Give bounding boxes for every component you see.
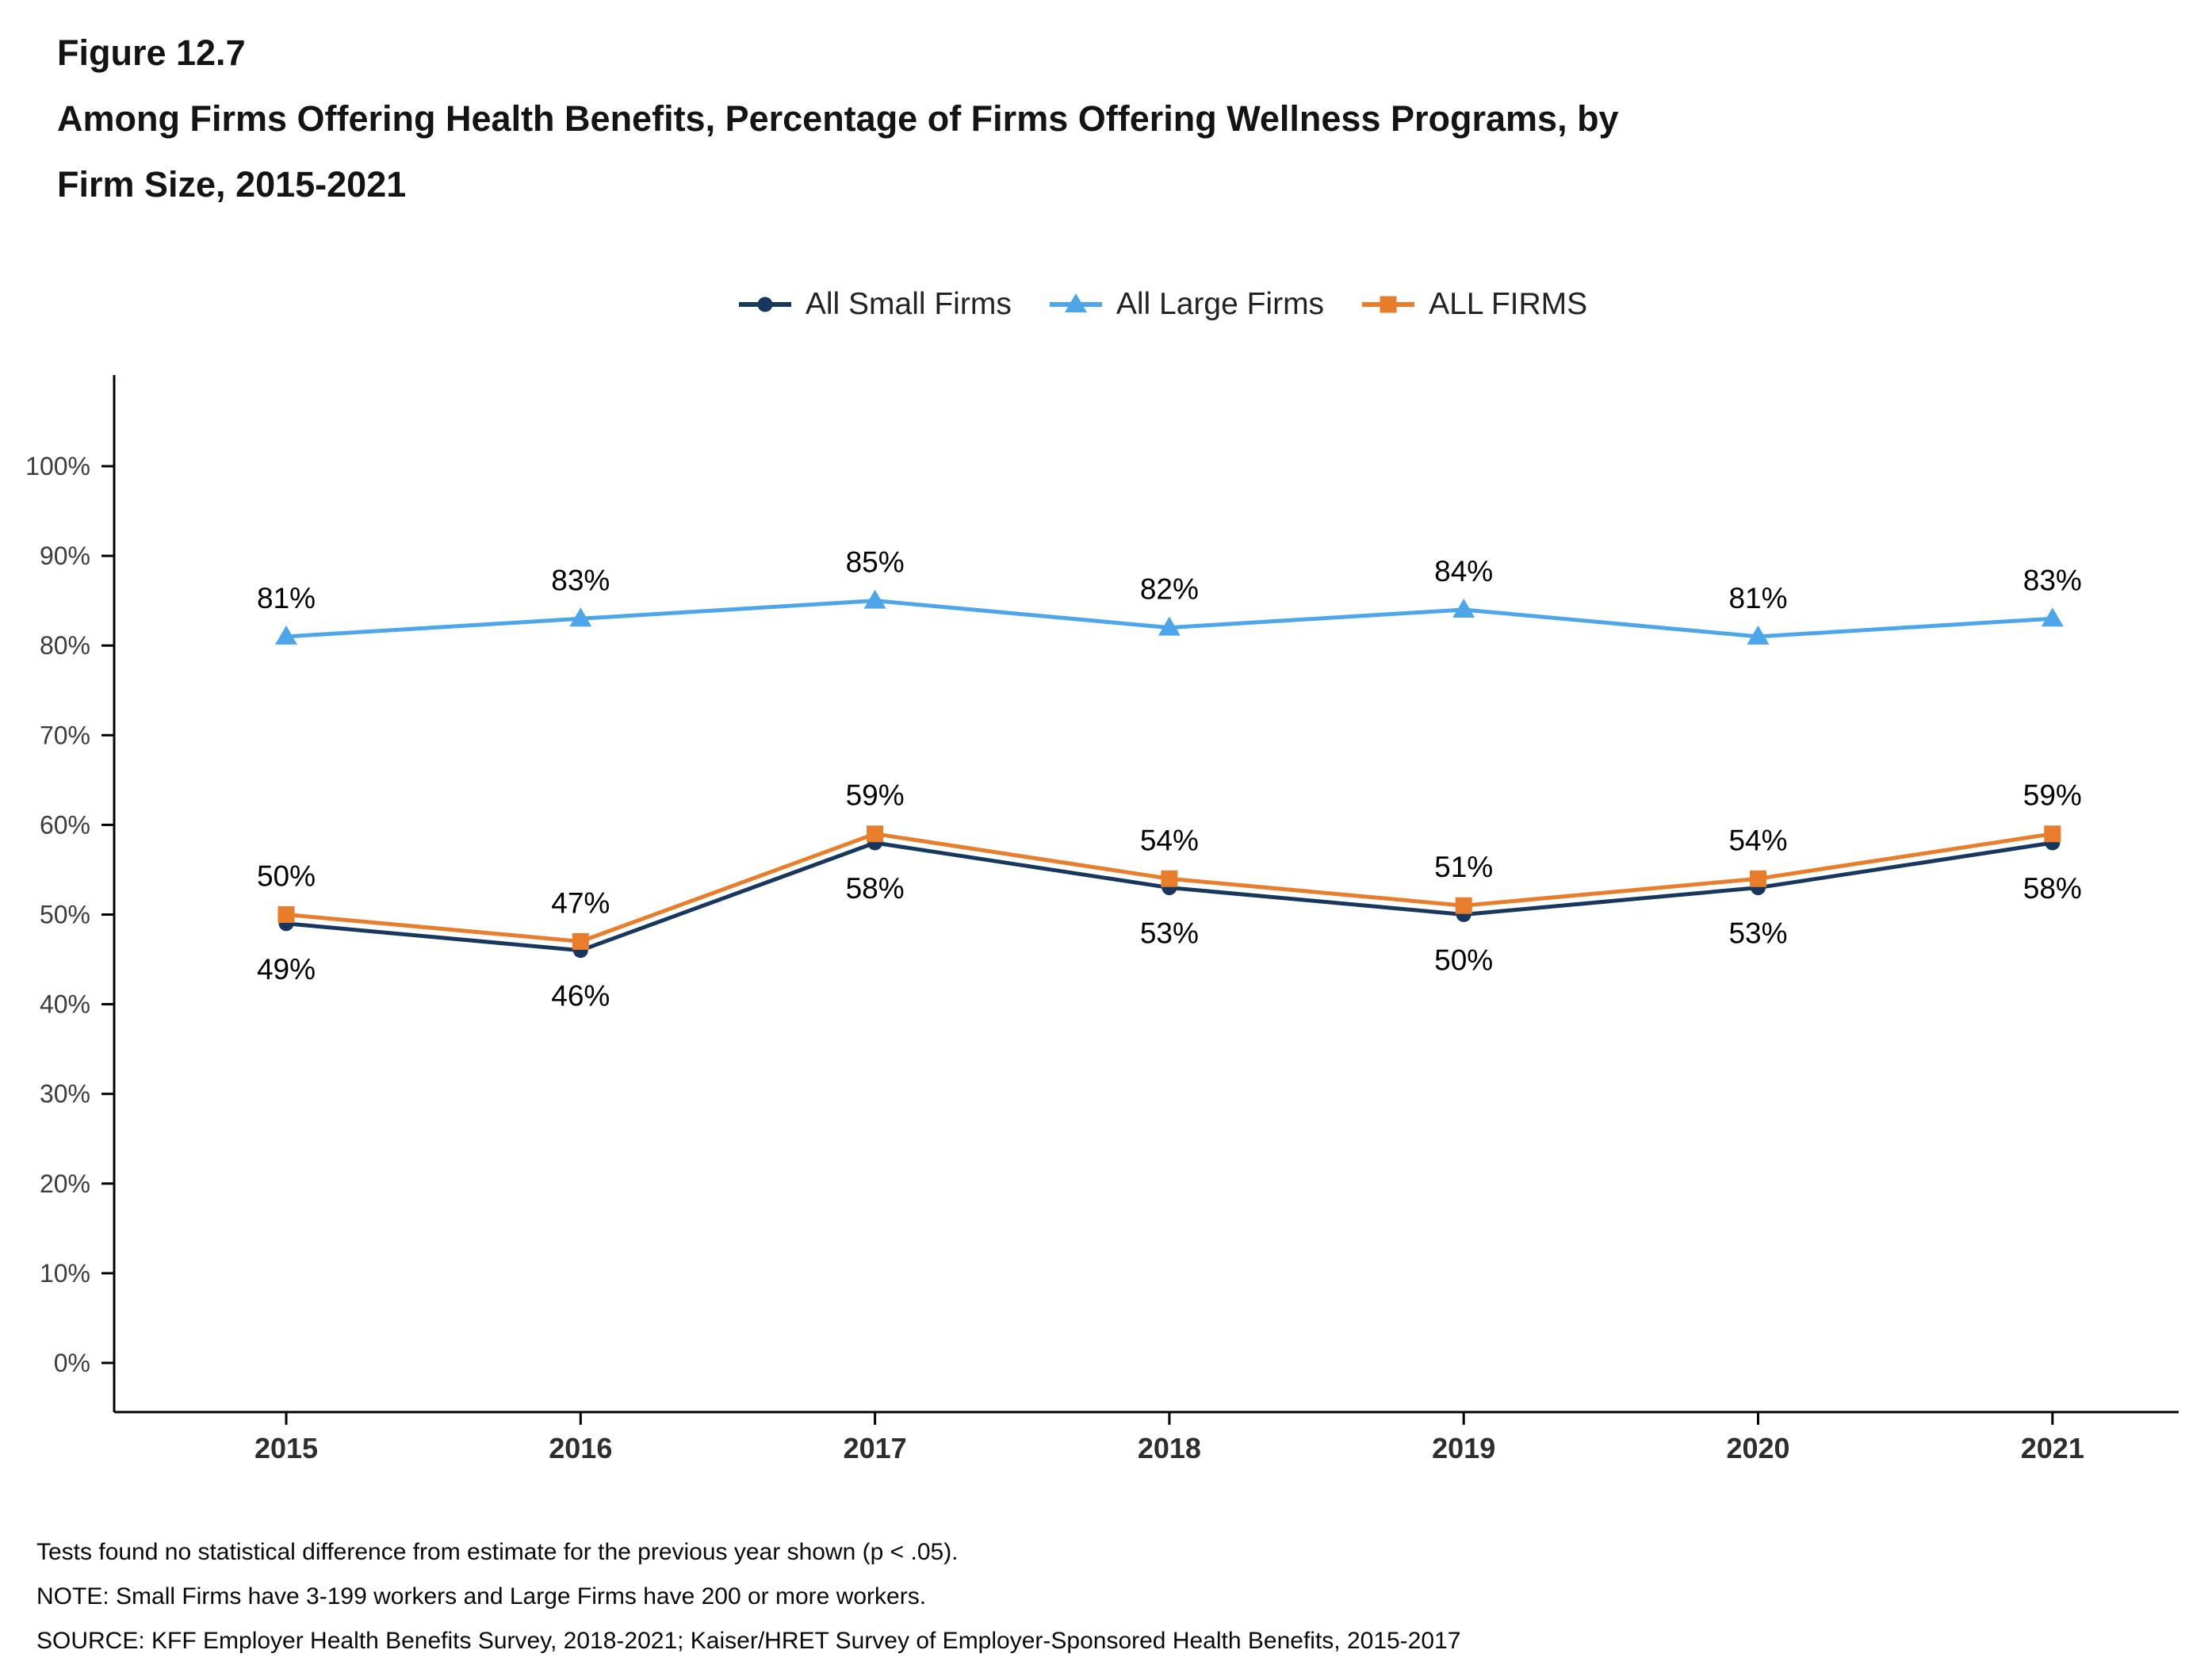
data-label-all-small-firms-2020: 53% xyxy=(1728,917,1787,950)
data-label-all-firms-2015: 50% xyxy=(257,860,316,893)
chart-footnotes: Tests found no statistical difference fr… xyxy=(36,1530,2180,1663)
figure-title-line2: Firm Size, 2015-2021 xyxy=(57,164,407,205)
y-tick-label: 100% xyxy=(25,452,90,480)
triangle-marker xyxy=(1452,598,1475,618)
data-label-all-firms-2017: 59% xyxy=(846,779,905,812)
triangle-marker xyxy=(1064,293,1087,312)
figure-label: Figure 12.7 xyxy=(57,33,246,73)
x-tick-label: 2020 xyxy=(1726,1432,1789,1464)
legend-label: ALL FIRMS xyxy=(1429,287,1588,321)
x-tick-label: 2019 xyxy=(1432,1432,1495,1464)
square-marker xyxy=(2044,825,2061,843)
legend-label: All Large Firms xyxy=(1116,287,1325,321)
y-tick-label: 40% xyxy=(40,990,90,1019)
data-label-all-small-firms-2016: 46% xyxy=(551,980,610,1012)
triangle-marker xyxy=(569,607,592,627)
figure-header: Figure 12.7 Among Firms Offering Health … xyxy=(57,20,1619,217)
legend-item-all-large-firms: All Large Firms xyxy=(1047,287,1324,322)
square-marker xyxy=(867,825,884,843)
triangle-marker xyxy=(863,589,886,609)
y-tick-label: 80% xyxy=(40,631,90,660)
legend-circle-icon xyxy=(738,297,791,312)
square-marker xyxy=(572,932,589,950)
data-label-all-large-firms-2018: 82% xyxy=(1140,573,1199,606)
x-tick-label: 2017 xyxy=(844,1432,907,1464)
y-tick-label: 90% xyxy=(40,542,90,570)
footnote-tests: Tests found no statistical difference fr… xyxy=(36,1539,959,1565)
data-label-all-small-firms-2017: 58% xyxy=(846,872,905,905)
square-marker xyxy=(1750,870,1766,887)
legend-triangle-icon xyxy=(1049,293,1102,312)
chart-legend: All Small Firms All Large Firms ALL FIRMS xyxy=(111,287,2212,322)
data-label-all-firms-2019: 51% xyxy=(1434,851,1493,883)
square-marker xyxy=(1161,870,1178,887)
triangle-marker xyxy=(2041,607,2064,627)
x-tick-label: 2015 xyxy=(254,1432,318,1464)
line-chart: 0% 10% 20% 30% 40% 50% 60% 70% 80% 90% 100% 2015 201… xyxy=(25,375,2179,1464)
triangle-marker xyxy=(275,625,297,645)
figure-title-line1: Among Firms Offering Health Benefits, Pe… xyxy=(57,98,1619,139)
data-label-all-small-firms-2018: 53% xyxy=(1140,917,1199,950)
x-tick-label: 2016 xyxy=(549,1432,612,1464)
square-marker xyxy=(1380,296,1397,313)
legend-item-all-firms: ALL FIRMS xyxy=(1359,287,1587,322)
x-tick-label: 2021 xyxy=(2021,1432,2084,1464)
data-label-all-large-firms-2015: 81% xyxy=(257,582,316,614)
data-label-all-small-firms-2021: 58% xyxy=(2023,872,2082,905)
data-label-all-firms-2021: 59% xyxy=(2023,779,2082,812)
y-tick-label: 30% xyxy=(40,1080,90,1108)
data-label-all-large-firms-2020: 81% xyxy=(1728,582,1787,614)
data-label-all-firms-2018: 54% xyxy=(1140,824,1199,856)
data-label-all-firms-2016: 47% xyxy=(551,886,610,919)
circle-marker xyxy=(757,297,773,312)
data-label-all-firms-2020: 54% xyxy=(1728,824,1787,856)
y-tick-label: 10% xyxy=(40,1259,90,1288)
legend-label: All Small Firms xyxy=(805,287,1012,321)
y-tick-label: 60% xyxy=(40,810,90,839)
y-tick-label: 70% xyxy=(40,721,90,749)
data-label-all-large-firms-2016: 83% xyxy=(551,564,610,596)
y-tick-label: 20% xyxy=(40,1169,90,1198)
data-label-all-large-firms-2017: 85% xyxy=(846,546,905,579)
triangle-marker xyxy=(1747,625,1770,645)
data-label-all-small-firms-2015: 49% xyxy=(257,953,316,986)
x-tick-label: 2018 xyxy=(1138,1432,1201,1464)
square-marker xyxy=(1455,897,1472,914)
footnote-source: SOURCE: KFF Employer Health Benefits Sur… xyxy=(36,1628,1461,1654)
y-tick-label: 50% xyxy=(40,901,90,929)
y-tick-label: 0% xyxy=(54,1349,90,1377)
data-label-all-large-firms-2019: 84% xyxy=(1434,555,1493,588)
square-marker xyxy=(277,906,295,923)
data-label-all-small-firms-2019: 50% xyxy=(1434,944,1493,977)
data-label-all-large-firms-2021: 83% xyxy=(2023,564,2082,596)
triangle-marker xyxy=(1158,616,1181,636)
footnote-note: NOTE: Small Firms have 3-199 workers and… xyxy=(36,1583,927,1610)
legend-square-icon xyxy=(1362,296,1415,313)
legend-item-all-small-firms: All Small Firms xyxy=(736,287,1012,322)
